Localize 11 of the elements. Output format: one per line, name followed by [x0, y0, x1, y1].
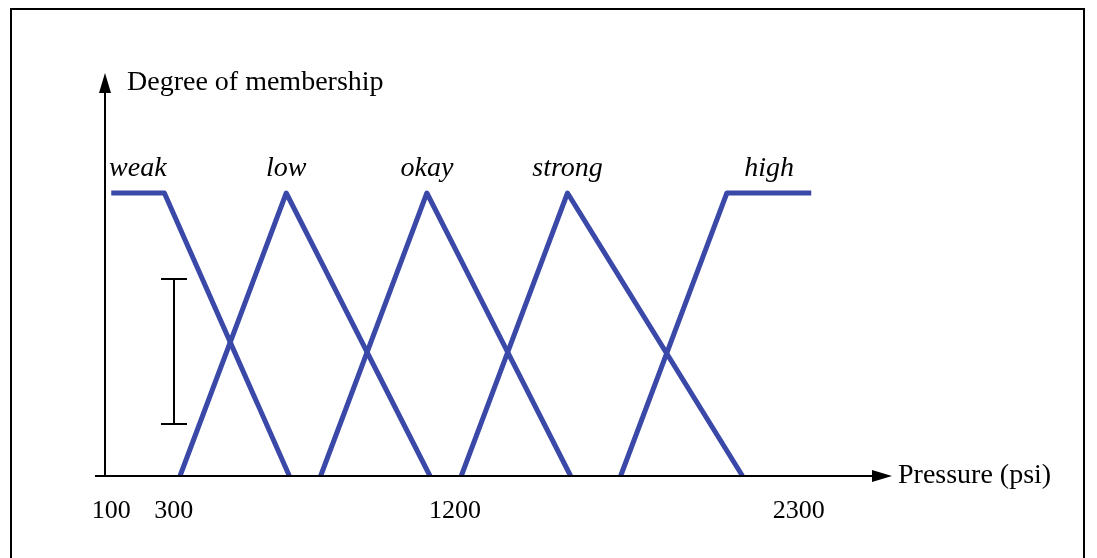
- x-tick-label: 2300: [772, 495, 825, 525]
- series-label: low: [266, 151, 307, 183]
- x-tick-label: 1200: [429, 495, 481, 525]
- series-label: strong: [532, 151, 603, 183]
- x-tick-label: 100: [91, 495, 131, 525]
- series-label: okay: [400, 151, 454, 183]
- series-label: weak: [109, 151, 168, 183]
- y-axis-title: Degree of membership: [127, 65, 384, 97]
- x-tick-label: 300: [154, 495, 194, 525]
- x-axis-title: Pressure (psi): [898, 458, 1052, 490]
- series-label: high: [744, 151, 794, 183]
